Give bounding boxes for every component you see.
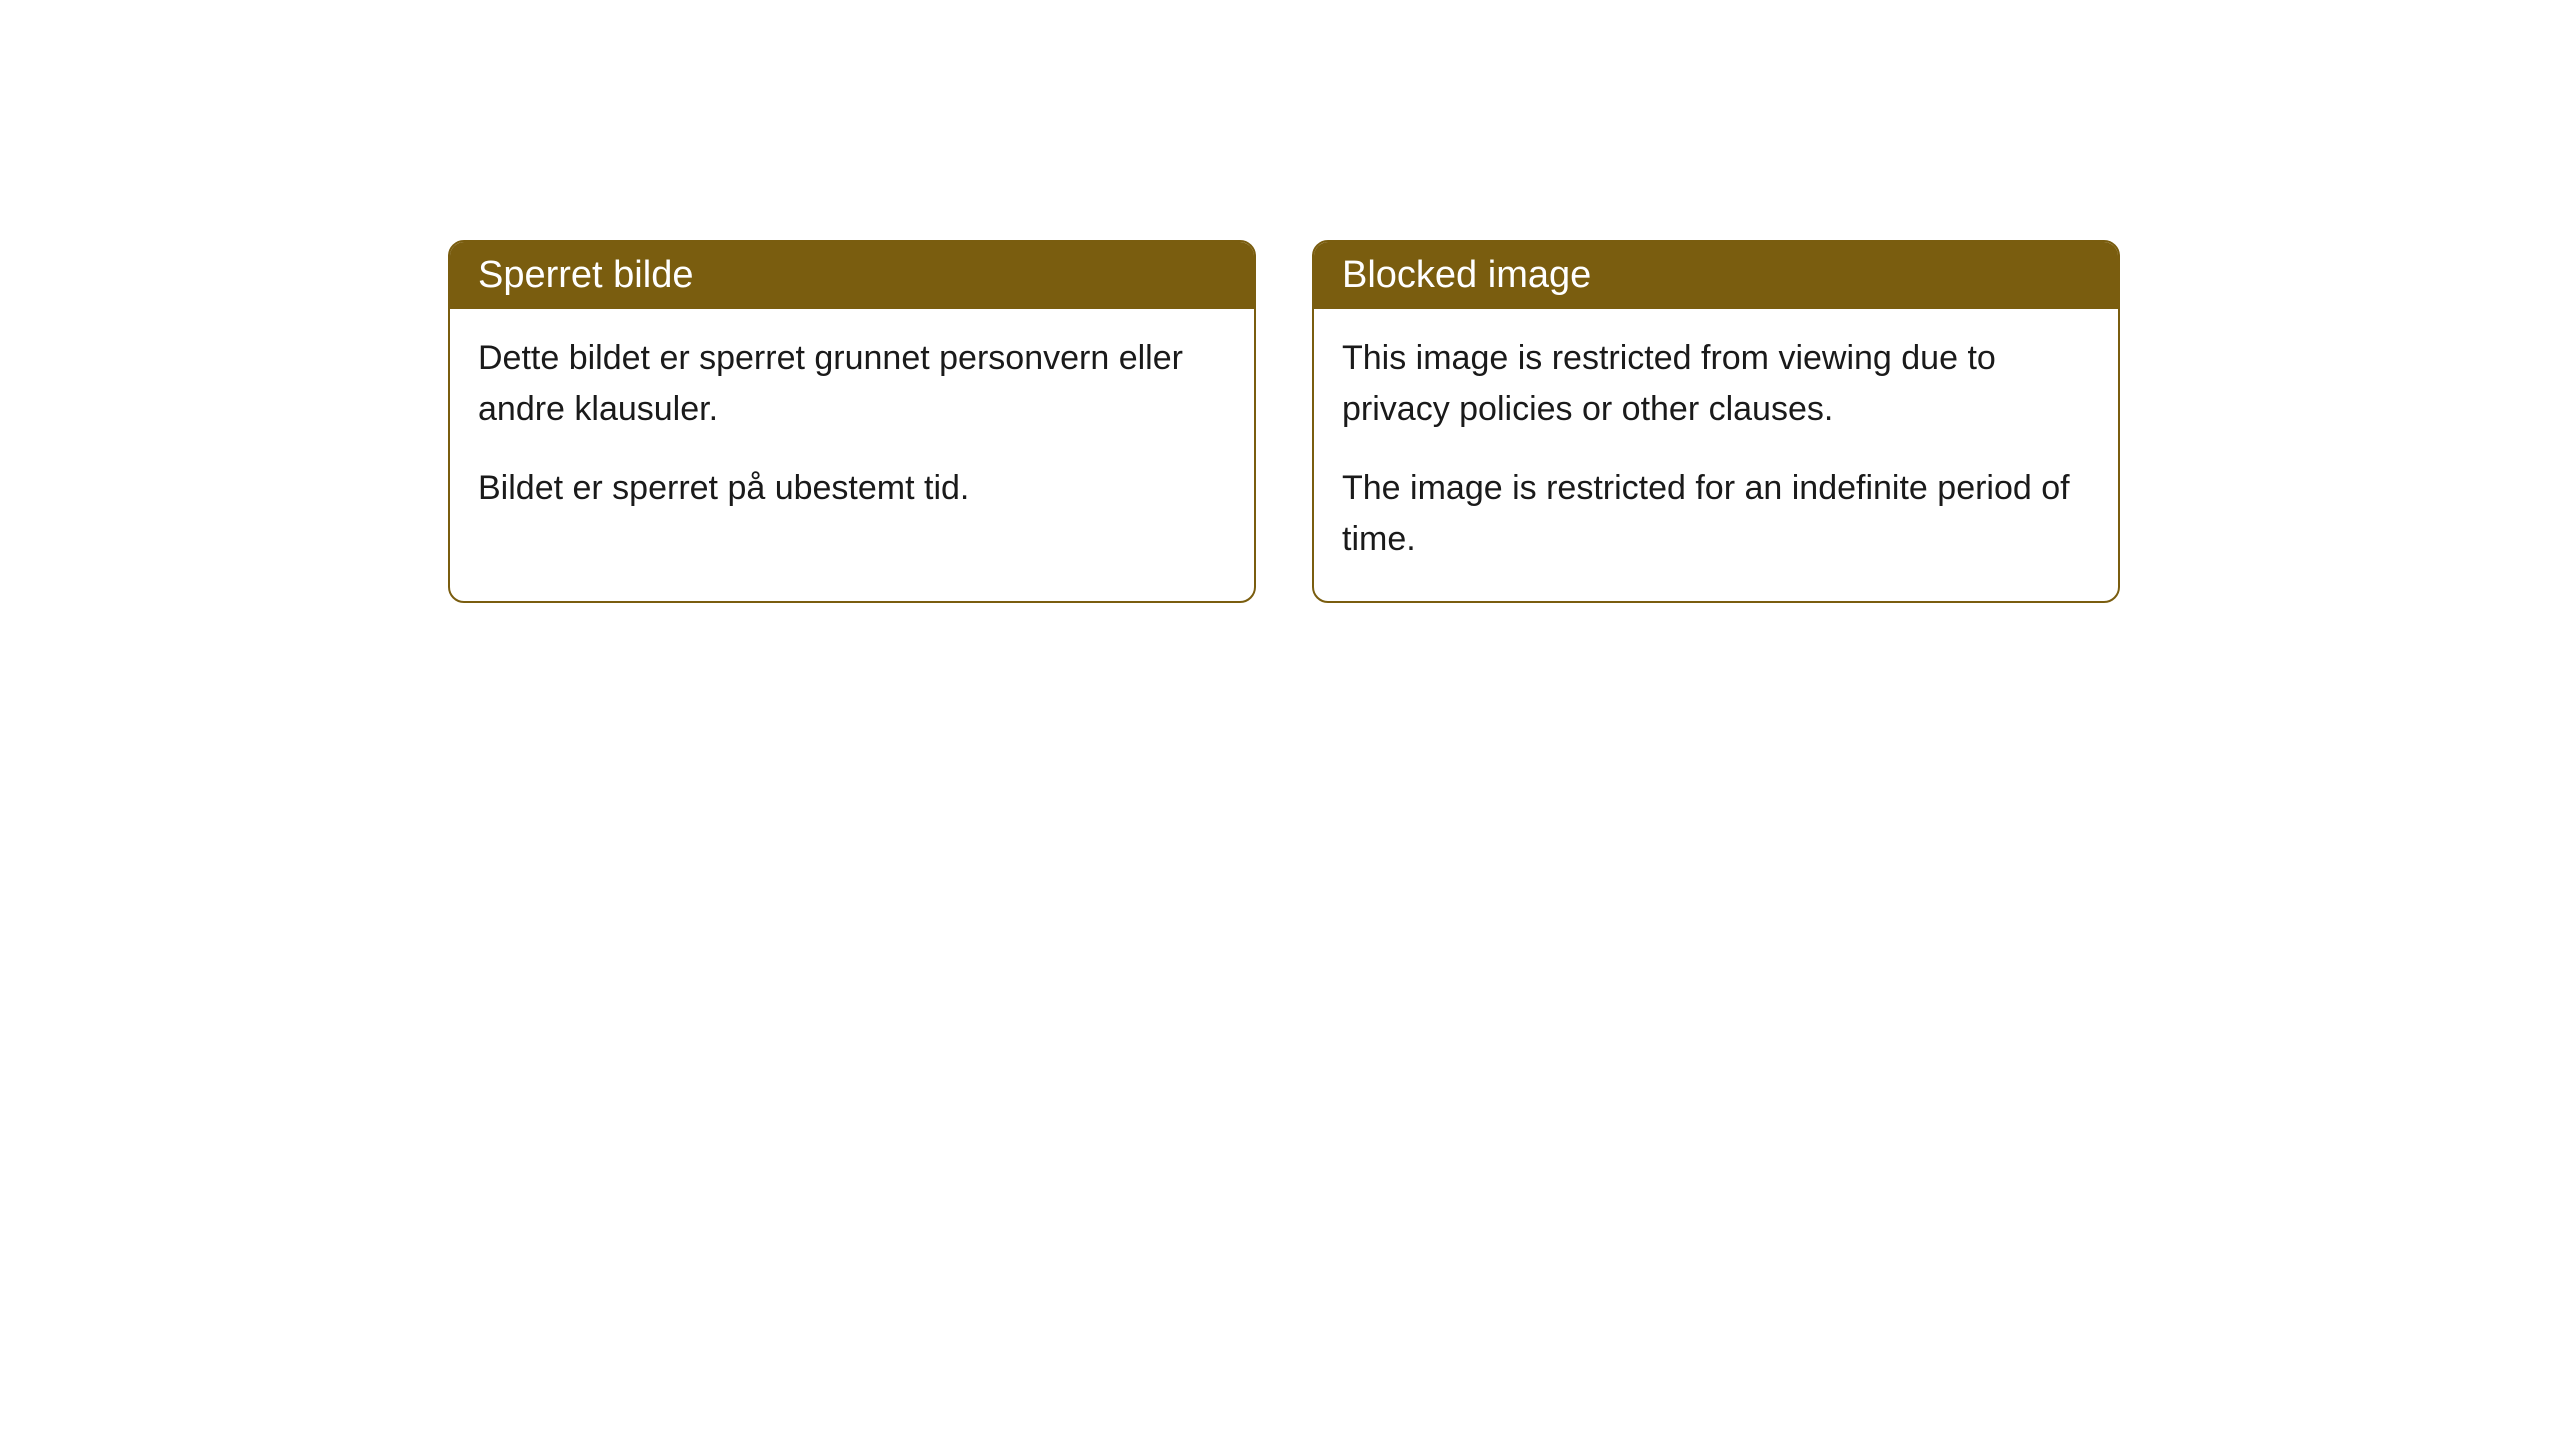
card-paragraph: This image is restricted from viewing du… [1342,333,2090,435]
card-header-norwegian: Sperret bilde [450,242,1254,309]
cards-container: Sperret bilde Dette bildet er sperret gr… [448,240,2120,603]
card-body-norwegian: Dette bildet er sperret grunnet personve… [450,309,1254,550]
card-header-english: Blocked image [1314,242,2118,309]
card-body-english: This image is restricted from viewing du… [1314,309,2118,601]
card-title: Blocked image [1342,254,1591,296]
card-paragraph: Bildet er sperret på ubestemt tid. [478,463,1226,514]
card-paragraph: The image is restricted for an indefinit… [1342,463,2090,565]
card-title: Sperret bilde [478,254,693,296]
card-norwegian: Sperret bilde Dette bildet er sperret gr… [448,240,1256,603]
card-english: Blocked image This image is restricted f… [1312,240,2120,603]
card-paragraph: Dette bildet er sperret grunnet personve… [478,333,1226,435]
